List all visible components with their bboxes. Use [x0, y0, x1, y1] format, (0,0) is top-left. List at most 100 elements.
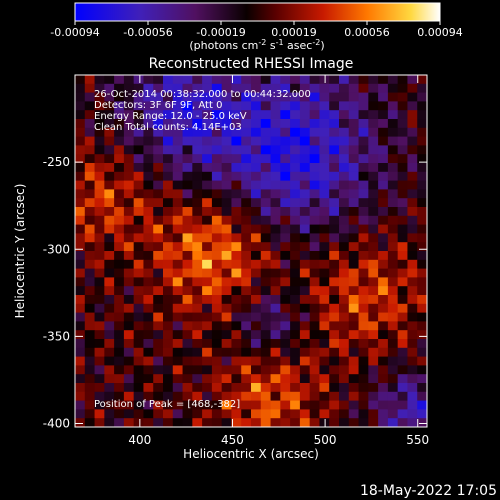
heatmap-cell — [329, 321, 340, 331]
heatmap-cell — [84, 356, 95, 366]
heatmap-cell — [221, 268, 232, 278]
heatmap-cell — [153, 286, 164, 296]
heatmap-cell — [94, 207, 105, 217]
heatmap-cell — [114, 374, 125, 384]
heatmap-cell — [358, 110, 369, 120]
heatmap-cell — [94, 163, 105, 173]
colorbar-tick-label: 0.00094 — [417, 26, 463, 39]
heatmap-cell — [290, 312, 301, 322]
heatmap-cell — [75, 383, 86, 393]
heatmap-cell — [251, 418, 262, 427]
heatmap-cell — [299, 339, 311, 349]
heatmap-cell — [358, 339, 369, 349]
heatmap-cell — [182, 303, 193, 313]
heatmap-cell — [163, 347, 174, 357]
heatmap-cell — [75, 119, 86, 129]
heatmap-cell — [211, 347, 223, 357]
heatmap-cell — [84, 145, 95, 155]
heatmap-cell — [417, 374, 427, 384]
heatmap-cell — [270, 365, 281, 375]
heatmap-cell — [163, 330, 174, 340]
heatmap-cell — [329, 347, 340, 357]
heatmap-cell — [84, 391, 95, 401]
heatmap-cell — [182, 163, 193, 173]
heatmap-cell — [153, 295, 164, 305]
heatmap-cell — [260, 330, 271, 340]
heatmap-cell — [280, 180, 291, 190]
heatmap-cell — [182, 383, 193, 393]
heatmap-cell — [329, 215, 340, 225]
heatmap-cell — [231, 92, 242, 102]
heatmap-cell — [309, 242, 320, 252]
heatmap-cell — [182, 145, 193, 155]
heatmap-cell — [172, 75, 183, 85]
heatmap-cell — [339, 347, 350, 357]
heatmap-cell — [378, 356, 389, 366]
heatmap-cell — [368, 251, 379, 261]
heatmap-cell — [143, 119, 154, 129]
heatmap-cell — [172, 92, 183, 102]
heatmap-cell — [368, 110, 379, 120]
heatmap-cell — [133, 154, 144, 164]
heatmap-cell — [84, 347, 95, 357]
heatmap-cell — [75, 171, 86, 181]
heatmap-cell — [192, 110, 203, 120]
heatmap-cell — [280, 303, 291, 313]
heatmap-cell — [84, 101, 95, 111]
heatmap-cell — [329, 171, 340, 181]
heatmap-cell — [241, 101, 252, 111]
heatmap-cell — [211, 303, 223, 313]
heatmap-cell — [75, 101, 86, 111]
heatmap-cell — [84, 409, 95, 419]
heatmap-cell — [378, 145, 389, 155]
heatmap-cell — [123, 251, 135, 261]
heatmap-cell — [251, 330, 262, 340]
heatmap-cell — [192, 365, 203, 375]
heatmap-cell — [378, 295, 389, 305]
heatmap-cell — [348, 295, 359, 305]
heatmap-cell — [202, 119, 213, 129]
heatmap-cell — [270, 136, 281, 146]
heatmap-cell — [182, 154, 193, 164]
heatmap-cell — [94, 418, 105, 427]
heatmap-cell — [75, 136, 86, 146]
heatmap-cell — [299, 233, 311, 243]
heatmap-cell — [299, 119, 311, 129]
heatmap-cell — [182, 215, 193, 225]
heatmap-cell — [260, 339, 271, 349]
heatmap-cell — [280, 233, 291, 243]
heatmap-cell — [114, 224, 125, 234]
heatmap-cell — [290, 418, 301, 427]
colorbar-label: (photons cm-2 s-1 asec-2) — [189, 38, 324, 52]
heatmap-cell — [270, 383, 281, 393]
heatmap-cell — [280, 347, 291, 357]
heatmap-cell — [387, 233, 399, 243]
heatmap-cell — [290, 145, 301, 155]
heatmap-cell — [221, 127, 232, 137]
heatmap-cell — [114, 136, 125, 146]
heatmap-cell — [270, 418, 281, 427]
heatmap-cell — [387, 277, 399, 287]
heatmap-cell — [319, 312, 330, 322]
heatmap-cell — [231, 251, 242, 261]
heatmap-cell — [339, 101, 350, 111]
heatmap-cell — [163, 110, 174, 120]
heatmap-cell — [182, 321, 193, 331]
heatmap-cell — [309, 154, 320, 164]
heatmap-cell — [368, 92, 379, 102]
heatmap-cell — [387, 119, 399, 129]
heatmap-cell — [192, 154, 203, 164]
heatmap-cell — [280, 295, 291, 305]
heatmap-cell — [290, 101, 301, 111]
heatmap-cell — [368, 215, 379, 225]
heatmap-cell — [299, 356, 311, 366]
heatmap-cell — [407, 154, 418, 164]
heatmap-cell — [339, 356, 350, 366]
heatmap-cell — [329, 251, 340, 261]
heatmap-cell — [75, 365, 86, 375]
heatmap-cell — [299, 127, 311, 137]
heatmap-cell — [231, 295, 242, 305]
heatmap-cell — [270, 75, 281, 85]
heatmap-cell — [192, 374, 203, 384]
heatmap-cell — [329, 127, 340, 137]
